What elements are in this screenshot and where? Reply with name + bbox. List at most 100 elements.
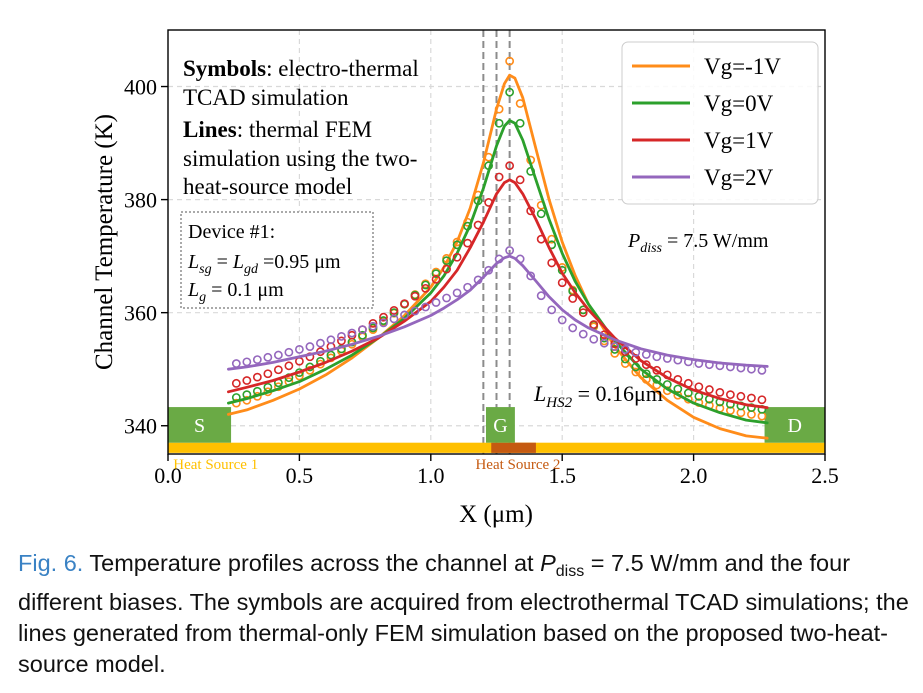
series-2-symbol [242,376,252,385]
series-3-symbol [337,332,346,341]
series-1-symbol [431,269,441,279]
series-2-symbol [557,278,567,288]
series-3-symbol [368,321,378,331]
series-1-symbol [683,388,693,398]
series-3-line [226,254,769,371]
series-2-symbol [368,319,378,328]
series-2-symbol [231,378,241,388]
series-3 [226,246,769,375]
series-2-symbol [410,291,420,301]
heat-source-1-label: Heat Source 1 [173,457,258,473]
series-3-symbol [421,302,430,312]
svg-text:Device #1:: Device #1: [188,221,275,243]
series-1-symbol [673,384,683,394]
series-3-symbol [263,352,273,362]
series-2-symbol [263,369,273,379]
series-3-symbol [294,345,304,354]
device-box [180,211,374,309]
caption-text-2: = 7.5 W/mm and the four different biases… [18,550,909,677]
x-tick-label: 0.5 [286,463,314,488]
series-3-symbol [568,323,578,333]
legend: Vg=-1V Vg=0V Vg=1V Vg=2V [632,54,781,190]
svg-text:TCAD simulation: TCAD simulation [183,85,349,110]
series-3-symbol [316,338,325,348]
series-3-symbol [536,291,546,301]
electrode-g [485,407,515,443]
series-2-symbol [757,395,767,405]
svg-text:simulation using the two-: simulation using the two- [183,146,417,171]
series-3-symbol [400,310,409,320]
svg-text:Lsg = Lgd =0.95 μm: Lsg = Lgd =0.95 μm [187,251,341,277]
heat-source-2-label: Heat Source 2 [475,457,560,473]
x-tick-label: 0.0 [154,463,182,488]
caption-p-var: P [540,550,556,576]
electrode-label-g: G [493,415,507,437]
x-tick-label: 2.5 [811,463,839,488]
x-tick-label: 1.5 [548,463,576,488]
series-2-symbol [379,312,388,322]
caption-p-sub: diss [555,563,585,580]
series-3-symbol [757,365,767,375]
series-2-symbol [505,161,515,171]
electrode-label-s: S [194,415,205,437]
series-2-symbol [715,387,725,397]
series-2-symbol [641,360,651,370]
svg-text:Lg = 0.1 μm: Lg = 0.1 μm [187,279,284,305]
legend-label-2: Vg=1V [704,128,774,153]
series-2-symbol [284,361,294,371]
series-3-symbol [526,271,536,281]
y-tick-label: 380 [124,188,157,213]
heat-sources: Heat Source 1 Heat Source 2 [168,442,825,473]
series-1-symbol [536,209,546,219]
series-3-symbol [410,306,420,316]
figure-caption: Fig. 6. Temperature profiles across the … [18,548,910,680]
legend-label-0: Vg=-1V [704,54,781,79]
series-3-symbol [379,318,388,328]
heat-source-2-bar [491,442,536,453]
series-3-symbol [442,293,451,303]
series-2-symbol [704,385,714,394]
series-1-symbol [610,345,620,354]
series-2-symbol [547,258,557,268]
series-3-symbol [389,314,399,324]
series-3-symbol [231,359,241,368]
series-3-symbol [431,298,441,307]
x-axis-label: X (μm) [459,501,533,528]
series-3-symbol [547,305,557,315]
series-3-symbol [620,345,630,354]
series-3-symbol [326,335,336,345]
series-0-line [226,73,769,440]
series-3-symbol [242,357,252,367]
temperature-chart: Heat Source 1 Heat Source 2 S G D 0.0 0.5 1.0… [91,29,839,528]
series-1-symbol [747,403,756,413]
series-1-line [226,119,769,425]
series-3-symbol [557,315,567,325]
series-2-symbol [273,365,283,375]
series-3-symbol [273,350,283,360]
series-2-symbol [431,274,441,284]
series-2-symbol [494,172,504,182]
series-2-symbol [400,299,409,309]
series-2-symbol [694,382,704,392]
series-2-symbol [515,175,525,185]
legend-box [621,41,819,205]
series-3-symbol [305,342,315,351]
svg-text:Lines: thermal FEM: Lines: thermal FEM [183,117,372,142]
plot-frame [167,29,826,455]
electrode-label-d: D [788,415,802,437]
series-3-symbol [484,265,494,275]
series-1-symbol [515,118,525,128]
figure: Heat Source 1 Heat Source 2 S G D 0.0 0.5 1.0… [91,29,839,528]
lhs2-annotation: LHS2 = 0.16μm [533,381,663,411]
x-tick-label: 1.0 [417,463,445,488]
series-2-symbol [652,365,662,375]
series-1-symbol [442,256,451,266]
electrode-s [168,407,232,443]
caption-text-1: Temperature profiles across the channel … [83,550,541,576]
series-2-symbol [252,372,262,382]
gate-lines [482,30,511,454]
series-1-symbol [358,330,367,340]
legend-label-3: Vg=2V [704,165,774,190]
series-3-symbol [610,342,620,351]
pdiss-annotation: Pdiss = 7.5 W/mm [627,230,769,256]
